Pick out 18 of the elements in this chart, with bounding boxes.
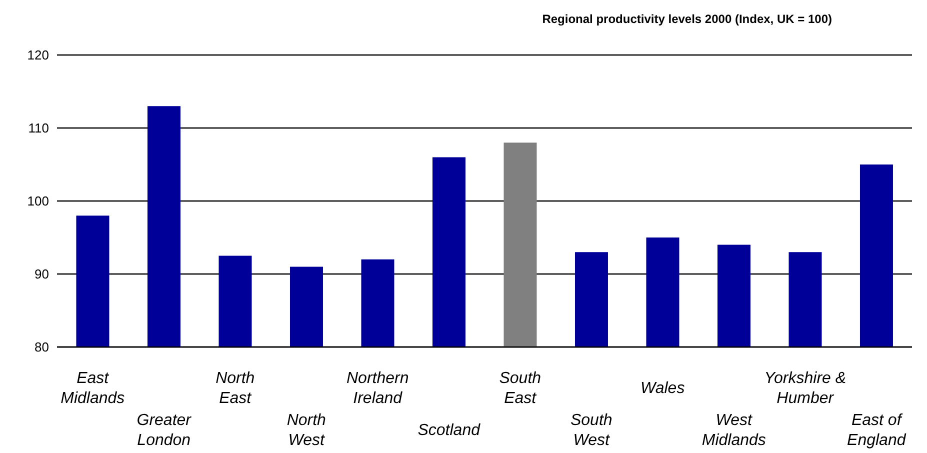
x-tick-label: North East <box>216 370 255 408</box>
y-tick-label: 100 <box>27 194 49 209</box>
y-tick-label: 80 <box>34 340 49 355</box>
x-tick-label: South East <box>499 370 542 408</box>
x-tick-label: South West <box>570 412 612 450</box>
x-tick-label: East of England <box>847 412 907 450</box>
x-tick-label: Greater London <box>136 412 192 450</box>
x-tick-label: Wales <box>640 380 685 398</box>
x-tick-label: Scotland <box>418 422 482 440</box>
x-tick-label: North West <box>286 412 326 450</box>
x-tick-label: Yorkshire & Humber <box>764 370 846 408</box>
x-tick-label: West Midlands <box>702 412 766 450</box>
y-tick-label: 120 <box>27 48 49 63</box>
chart-title: Regional productivity levels 2000 (Index, UK = 100) <box>542 12 832 26</box>
y-tick-label: 90 <box>34 266 49 282</box>
x-tick-label: Northern Ireland <box>346 370 409 408</box>
y-tick-label: 110 <box>28 120 49 136</box>
x-tick-label: East Midlands <box>60 370 125 408</box>
